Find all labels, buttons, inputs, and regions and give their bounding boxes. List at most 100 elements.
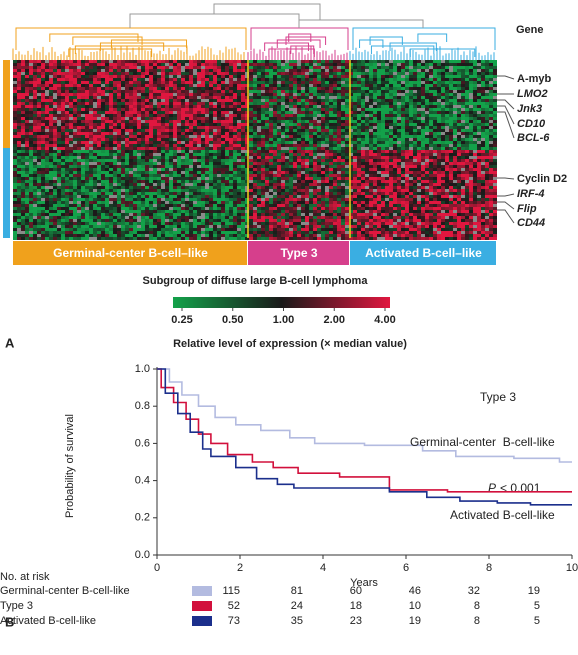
heatmap-cell bbox=[245, 87, 249, 90]
heatmap-cell bbox=[57, 66, 61, 69]
heatmap-cell bbox=[45, 177, 49, 180]
heatmap-cell bbox=[197, 96, 201, 99]
heatmap-cell bbox=[33, 96, 37, 99]
heatmap-cell bbox=[321, 114, 325, 117]
heatmap-cell bbox=[477, 117, 481, 120]
heatmap-cell bbox=[29, 117, 33, 120]
heatmap-cell bbox=[213, 135, 217, 138]
heatmap-cell bbox=[217, 93, 221, 96]
heatmap-cell bbox=[109, 180, 113, 183]
heatmap-cell bbox=[249, 180, 253, 183]
heatmap-cell bbox=[465, 168, 469, 171]
heatmap-cell bbox=[401, 156, 405, 159]
heatmap-cell bbox=[285, 165, 289, 168]
heatmap-cell bbox=[129, 114, 133, 117]
heatmap-cell bbox=[73, 105, 77, 108]
heatmap-cell bbox=[277, 165, 281, 168]
heatmap-cell bbox=[413, 72, 417, 75]
heatmap-cell bbox=[493, 93, 497, 96]
heatmap-cell bbox=[269, 66, 273, 69]
heatmap-cell bbox=[113, 126, 117, 129]
heatmap-cell bbox=[353, 81, 357, 84]
heatmap-cell bbox=[141, 78, 145, 81]
heatmap-cell bbox=[197, 162, 201, 165]
heatmap-cell bbox=[153, 141, 157, 144]
heatmap-cell bbox=[361, 156, 365, 159]
heatmap-cell bbox=[45, 129, 49, 132]
heatmap-cell bbox=[221, 105, 225, 108]
heatmap-cell bbox=[193, 141, 197, 144]
heatmap-cell bbox=[201, 129, 205, 132]
heatmap-cell bbox=[101, 69, 105, 72]
heatmap-cell bbox=[433, 111, 437, 114]
heatmap-cell bbox=[109, 174, 113, 177]
heatmap-cell bbox=[473, 108, 477, 111]
heatmap-cell bbox=[125, 138, 129, 141]
heatmap-cell bbox=[305, 75, 309, 78]
heatmap-cell bbox=[461, 105, 465, 108]
heatmap-cell bbox=[129, 102, 133, 105]
heatmap-cell bbox=[337, 123, 341, 126]
heatmap-cell bbox=[161, 99, 165, 102]
heatmap-cell bbox=[393, 120, 397, 123]
heatmap-cell bbox=[125, 135, 129, 138]
heatmap-cell bbox=[377, 123, 381, 126]
heatmap-cell bbox=[389, 165, 393, 168]
heatmap-cell bbox=[233, 99, 237, 102]
heatmap-cell bbox=[309, 150, 313, 153]
heatmap-cell bbox=[89, 72, 93, 75]
heatmap-cell bbox=[237, 96, 241, 99]
heatmap-cell bbox=[241, 123, 245, 126]
heatmap-cell bbox=[109, 117, 113, 120]
heatmap-cell bbox=[113, 174, 117, 177]
heatmap-cell bbox=[361, 126, 365, 129]
heatmap-cell bbox=[341, 120, 345, 123]
heatmap-cell bbox=[105, 159, 109, 162]
heatmap-cell bbox=[461, 108, 465, 111]
heatmap-cell bbox=[273, 120, 277, 123]
heatmap-cell bbox=[481, 141, 485, 144]
heatmap-cell bbox=[381, 72, 385, 75]
heatmap-cell bbox=[469, 180, 473, 183]
heatmap-cell bbox=[457, 162, 461, 165]
heatmap-cell bbox=[321, 120, 325, 123]
heatmap-cell bbox=[389, 132, 393, 135]
heatmap-cell bbox=[37, 138, 41, 141]
heatmap-cell bbox=[221, 135, 225, 138]
heatmap-cell bbox=[237, 177, 241, 180]
heatmap-cell bbox=[85, 66, 89, 69]
heatmap-cell bbox=[241, 132, 245, 135]
heatmap-cell bbox=[305, 150, 309, 153]
heatmap-cell bbox=[201, 78, 205, 81]
heatmap-cell bbox=[273, 174, 277, 177]
heatmap-cell bbox=[245, 129, 249, 132]
heatmap-cell bbox=[281, 78, 285, 81]
heatmap-cell bbox=[77, 72, 81, 75]
heatmap-cell bbox=[241, 108, 245, 111]
heatmap-cell bbox=[401, 141, 405, 144]
heatmap-cell bbox=[69, 123, 73, 126]
heatmap-cell bbox=[365, 180, 369, 183]
heatmap-cell bbox=[265, 177, 269, 180]
heatmap-cell bbox=[433, 60, 437, 63]
heatmap-cell bbox=[65, 159, 69, 162]
heatmap-cell bbox=[201, 180, 205, 183]
heatmap-cell bbox=[221, 147, 225, 150]
heatmap-cell bbox=[389, 90, 393, 93]
heatmap-cell bbox=[437, 159, 441, 162]
heatmap-cell bbox=[173, 108, 177, 111]
heatmap-cell bbox=[269, 147, 273, 150]
heatmap-cell bbox=[113, 132, 117, 135]
heatmap-cell bbox=[177, 78, 181, 81]
heatmap-cell bbox=[481, 87, 485, 90]
heatmap-cell bbox=[381, 114, 385, 117]
heatmap-cell bbox=[209, 99, 213, 102]
heatmap-cell bbox=[197, 138, 201, 141]
heatmap-cell bbox=[337, 120, 341, 123]
heatmap-cell bbox=[105, 153, 109, 156]
heatmap-cell bbox=[53, 69, 57, 72]
heatmap-cell bbox=[417, 81, 421, 84]
heatmap-cell bbox=[297, 117, 301, 120]
heatmap-cell bbox=[317, 153, 321, 156]
heatmap-cell bbox=[293, 168, 297, 171]
